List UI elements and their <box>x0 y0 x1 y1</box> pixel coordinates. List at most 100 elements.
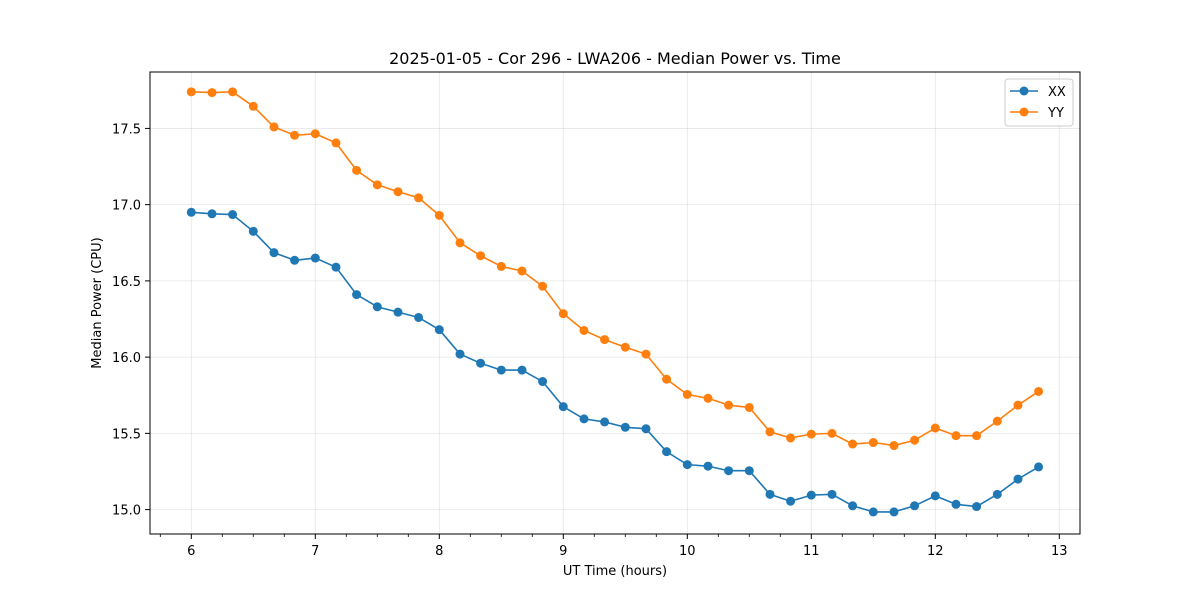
data-point-xx <box>476 358 486 368</box>
legend-marker-xx <box>1019 86 1029 96</box>
data-point-xx <box>703 461 713 471</box>
data-point-xx <box>517 365 527 375</box>
data-point-xx <box>972 502 982 512</box>
data-point-yy <box>579 325 589 335</box>
legend-label-yy: YY <box>1047 106 1064 121</box>
data-point-yy <box>476 251 486 261</box>
x-tick-label: 11 <box>803 544 820 559</box>
data-point-xx <box>1034 462 1044 472</box>
data-point-yy <box>455 238 465 248</box>
data-point-yy <box>848 439 858 449</box>
series-layer <box>186 87 1044 517</box>
data-point-xx <box>310 253 320 263</box>
data-point-yy <box>992 416 1002 426</box>
data-point-xx <box>889 507 899 517</box>
data-point-yy <box>434 210 444 220</box>
data-point-yy <box>310 129 320 139</box>
data-point-xx <box>930 491 940 501</box>
data-point-xx <box>352 290 362 300</box>
data-point-yy <box>662 374 672 384</box>
data-point-yy <box>910 435 920 445</box>
data-point-xx <box>827 489 837 499</box>
data-point-yy <box>496 261 506 271</box>
x-tick-label: 13 <box>1051 544 1068 559</box>
data-point-yy <box>558 309 568 319</box>
data-point-yy <box>538 281 548 291</box>
x-tick-label: 6 <box>187 544 195 559</box>
data-point-yy <box>620 342 630 352</box>
legend-marker-yy <box>1019 107 1029 117</box>
data-point-xx <box>455 349 465 359</box>
data-point-yy <box>352 165 362 175</box>
data-point-xx <box>207 209 217 219</box>
data-point-xx <box>806 490 816 500</box>
data-point-xx <box>496 365 506 375</box>
data-point-yy <box>228 87 238 97</box>
x-axis: 6 7 8 9 10 11 12 13 <box>159 534 1068 559</box>
data-point-xx <box>228 210 238 220</box>
y-tick-label: 17.0 <box>112 199 141 214</box>
data-point-yy <box>744 402 754 412</box>
data-point-yy <box>868 438 878 448</box>
data-point-yy <box>600 335 610 345</box>
data-point-yy <box>248 101 258 111</box>
data-point-xx <box>414 312 424 322</box>
data-point-yy <box>682 389 692 399</box>
data-point-yy <box>951 431 961 441</box>
data-point-xx <box>744 466 754 476</box>
y-tick-label: 17.5 <box>112 122 141 137</box>
x-tick-label: 8 <box>435 544 443 559</box>
data-point-yy <box>806 429 816 439</box>
data-point-xx <box>1013 474 1023 484</box>
y-tick-label: 16.0 <box>112 351 141 366</box>
data-point-yy <box>930 423 940 433</box>
data-point-yy <box>972 431 982 441</box>
data-point-xx <box>662 447 672 457</box>
data-point-xx <box>682 460 692 470</box>
data-point-yy <box>765 427 775 437</box>
y-tick-label: 16.5 <box>112 275 141 290</box>
data-point-xx <box>434 325 444 335</box>
data-point-yy <box>290 130 300 140</box>
legend: XX YY <box>1004 78 1074 127</box>
y-axis-label: Median Power (CPU) <box>90 237 105 368</box>
y-axis: 15.0 15.5 16.0 16.5 17.0 17.5 <box>112 122 150 519</box>
y-tick-label: 15.5 <box>112 427 141 442</box>
data-point-xx <box>641 424 651 434</box>
data-point-yy <box>393 187 403 197</box>
data-point-xx <box>331 262 341 272</box>
data-point-yy <box>186 87 196 97</box>
data-point-yy <box>414 193 424 203</box>
data-point-xx <box>600 417 610 427</box>
data-point-xx <box>765 489 775 499</box>
data-point-yy <box>703 393 713 403</box>
data-point-xx <box>290 255 300 265</box>
data-point-xx <box>269 248 279 258</box>
x-tick-label: 12 <box>927 544 944 559</box>
x-tick-label: 7 <box>311 544 319 559</box>
data-point-yy <box>207 88 217 98</box>
data-point-yy <box>269 122 279 132</box>
data-point-yy <box>827 428 837 438</box>
data-point-xx <box>868 507 878 517</box>
data-point-xx <box>393 307 403 317</box>
data-point-xx <box>538 377 548 387</box>
data-point-yy <box>641 349 651 359</box>
data-point-xx <box>992 489 1002 499</box>
data-point-xx <box>186 207 196 217</box>
x-tick-label: 10 <box>679 544 696 559</box>
data-point-yy <box>724 400 734 410</box>
data-point-xx <box>786 496 796 506</box>
data-point-xx <box>372 302 382 312</box>
data-point-yy <box>1034 386 1044 396</box>
data-point-yy <box>331 138 341 148</box>
chart-title: 2025-01-05 - Cor 296 - LWA206 - Median P… <box>389 49 841 68</box>
data-point-xx <box>558 402 568 412</box>
data-point-xx <box>910 501 920 511</box>
plot-frame <box>149 71 1081 535</box>
data-point-yy <box>517 266 527 276</box>
data-point-xx <box>848 501 858 511</box>
data-point-xx <box>579 414 589 424</box>
